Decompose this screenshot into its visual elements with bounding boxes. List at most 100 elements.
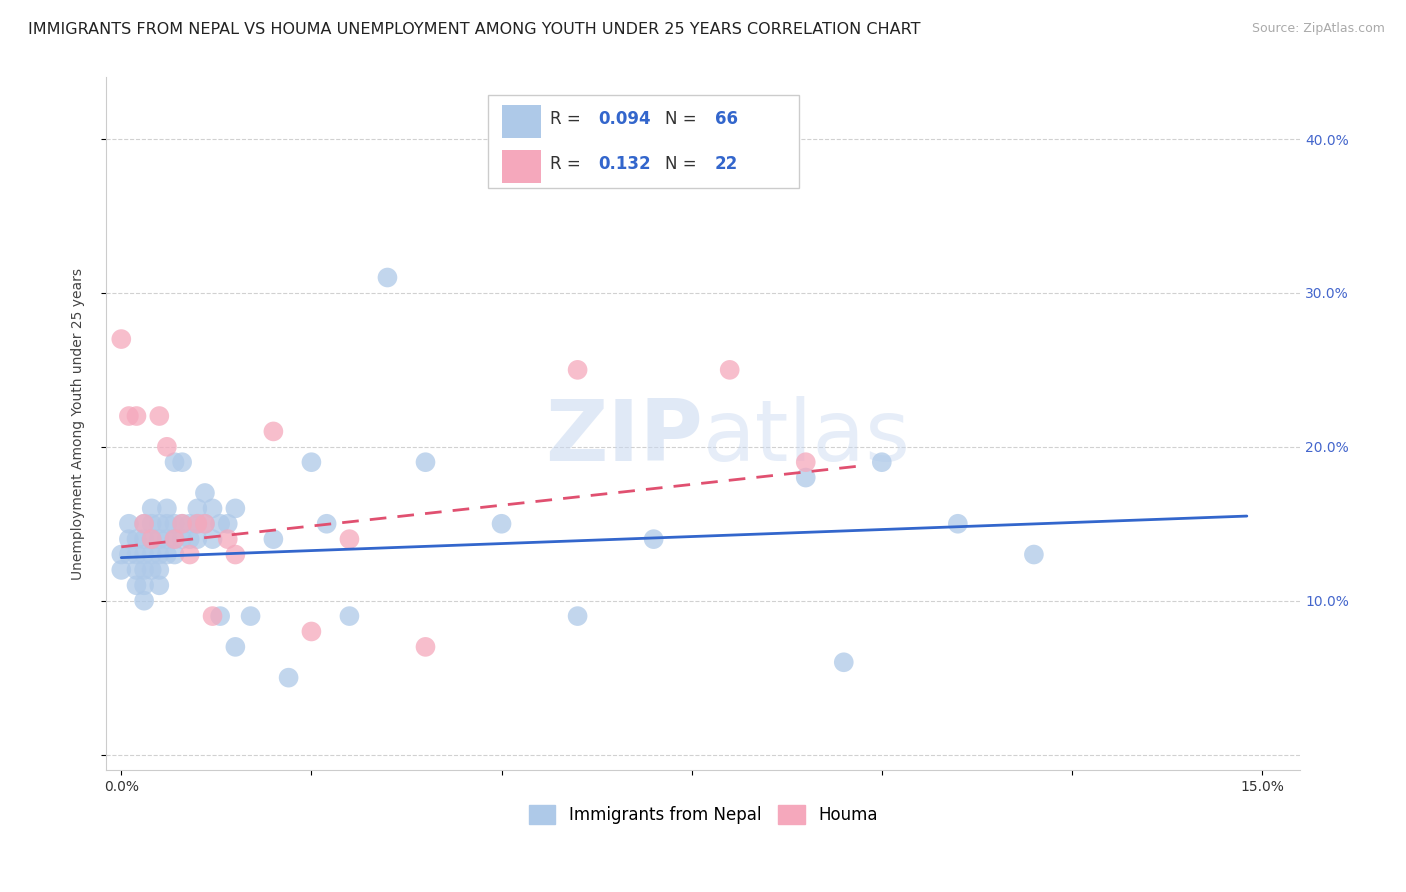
Point [110,563,132,577]
Point [239,609,262,624]
Point [186,516,208,531]
Point [870,455,893,469]
Text: N =: N = [665,110,702,128]
Point [339,609,361,624]
Point [148,563,170,577]
Text: R =: R = [550,154,586,172]
Point [224,548,246,562]
Legend: Immigrants from Nepal, Houma: Immigrants from Nepal, Houma [529,805,877,824]
Point [132,578,155,592]
Point [186,532,208,546]
Point [156,501,179,516]
Point [567,609,589,624]
Text: Source: ZipAtlas.com: Source: ZipAtlas.com [1251,22,1385,36]
Point [156,548,179,562]
Y-axis label: Unemployment Among Youth under 25 years: Unemployment Among Youth under 25 years [72,268,86,580]
Point [194,516,217,531]
Point [132,516,155,531]
Point [172,455,194,469]
Point [148,409,170,423]
Point [794,470,817,484]
Point [141,563,163,577]
Point [132,516,155,531]
Point [141,532,163,546]
Point [946,516,969,531]
Point [315,516,337,531]
Point [163,548,186,562]
Point [141,548,163,562]
Point [718,363,741,377]
Point [832,655,855,669]
Text: ZIP: ZIP [546,396,703,479]
Point [156,516,179,531]
Point [567,363,589,377]
Point [148,548,170,562]
Point [491,516,513,531]
Point [339,532,361,546]
Text: 22: 22 [716,154,738,172]
Bar [502,150,541,183]
Point [794,455,817,469]
Point [132,532,155,546]
Text: R =: R = [550,110,586,128]
Point [118,532,141,546]
Point [217,532,239,546]
Point [224,640,246,654]
Point [163,532,186,546]
Bar [502,104,541,138]
Point [217,516,239,531]
Point [209,609,232,624]
Point [163,516,186,531]
Point [110,332,132,346]
Point [201,532,224,546]
Point [125,409,148,423]
Point [125,578,148,592]
Point [299,455,322,469]
Point [179,548,201,562]
Point [125,532,148,546]
Point [132,593,155,607]
Point [172,532,194,546]
Point [118,409,141,423]
Point [125,548,148,562]
Point [415,455,437,469]
Point [141,516,163,531]
Point [132,548,155,562]
Point [125,563,148,577]
Point [118,516,141,531]
FancyBboxPatch shape [488,95,799,188]
Point [201,609,224,624]
Point [186,501,208,516]
Point [172,516,194,531]
Point [201,501,224,516]
Point [277,671,299,685]
Point [132,563,155,577]
Point [156,440,179,454]
Point [299,624,322,639]
Text: IMMIGRANTS FROM NEPAL VS HOUMA UNEMPLOYMENT AMONG YOUTH UNDER 25 YEARS CORRELATI: IMMIGRANTS FROM NEPAL VS HOUMA UNEMPLOYM… [28,22,921,37]
Text: atlas: atlas [703,396,911,479]
Point [377,270,399,285]
Point [163,455,186,469]
Point [148,516,170,531]
Point [172,516,194,531]
Point [179,532,201,546]
Point [643,532,665,546]
Text: 66: 66 [716,110,738,128]
Point [110,548,132,562]
Point [194,516,217,531]
Point [163,532,186,546]
Point [1022,548,1045,562]
Text: 0.094: 0.094 [598,110,651,128]
Point [148,532,170,546]
Point [148,578,170,592]
Text: 0.132: 0.132 [598,154,651,172]
Point [179,516,201,531]
Point [262,532,284,546]
Point [209,516,232,531]
Point [224,501,246,516]
Point [118,548,141,562]
Point [156,532,179,546]
Point [194,486,217,500]
Point [141,501,163,516]
